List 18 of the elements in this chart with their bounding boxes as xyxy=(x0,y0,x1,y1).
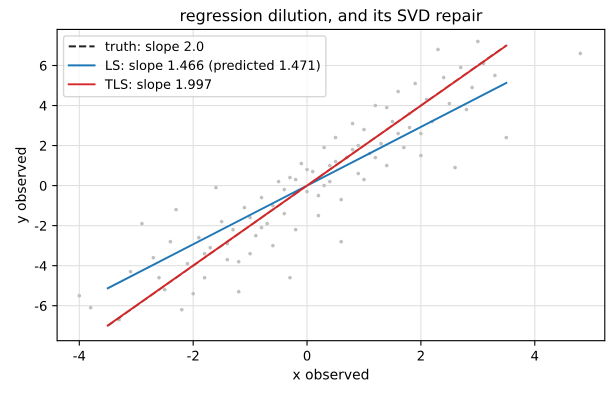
legend-label: TLS: slope 1.997 xyxy=(104,79,211,92)
y-tick-label: -2 xyxy=(34,220,46,231)
legend-label: LS: slope 1.466 (predicted 1.471) xyxy=(106,60,320,73)
x-tick-label: 2 xyxy=(418,350,424,360)
y-tick-label: 4 xyxy=(40,100,47,111)
x-tick-label: -4 xyxy=(73,350,86,360)
x-axis-title: x observed xyxy=(292,368,368,380)
legend-label: truth: slope 2.0 xyxy=(105,41,204,54)
x-tick-label: -2 xyxy=(187,350,198,360)
chart-title: regression dilution, and its SVD repair xyxy=(181,9,482,24)
y-tick-label: -4 xyxy=(34,261,47,271)
y-axis-title: y observed xyxy=(15,148,29,224)
x-tick-label: 0 xyxy=(304,350,310,361)
y-tick-label: 2 xyxy=(40,140,46,151)
y-tick-label: -6 xyxy=(34,300,47,311)
y-tick-label: 6 xyxy=(40,60,47,71)
y-tick-label: 0 xyxy=(40,180,47,191)
x-tick-label: 4 xyxy=(531,350,538,360)
